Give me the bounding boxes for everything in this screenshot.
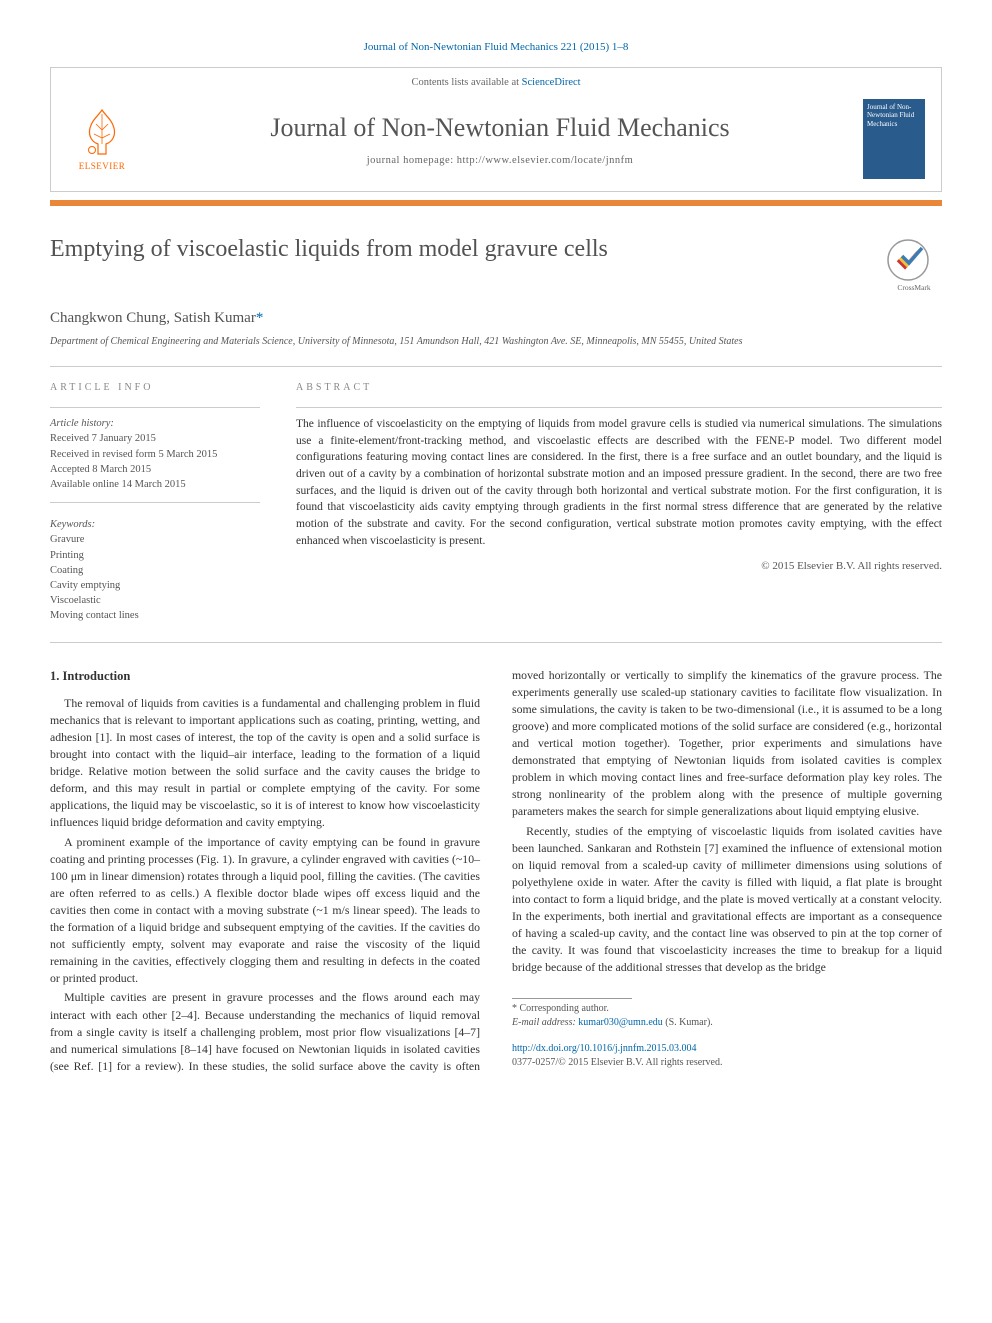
keyword: Coating [50, 563, 260, 578]
abstract-label: abstract [296, 381, 942, 395]
abstract-column: abstract The influence of viscoelasticit… [296, 381, 942, 624]
elsevier-logo: ELSEVIER [67, 100, 137, 178]
keywords-block: Keywords: Gravure Printing Coating Cavit… [50, 517, 260, 624]
date-accepted: Accepted 8 March 2015 [50, 462, 260, 477]
homepage-prefix: journal homepage: [367, 155, 457, 166]
running-citation: Journal of Non-Newtonian Fluid Mechanics… [50, 40, 942, 55]
body-paragraph: The removal of liquids from cavities is … [50, 695, 480, 832]
title-row: Emptying of viscoelastic liquids from mo… [50, 234, 942, 294]
article-title: Emptying of viscoelastic liquids from mo… [50, 234, 866, 264]
email-label: E-mail address: [512, 1017, 576, 1028]
author-list: Changkwon Chung, Satish Kumar* [50, 308, 942, 329]
crossmark-badge[interactable]: CrossMark [886, 238, 942, 294]
article-info-label: article info [50, 381, 260, 395]
sciencedirect-link[interactable]: ScienceDirect [522, 77, 581, 88]
keyword: Viscoelastic [50, 593, 260, 608]
doi-link[interactable]: http://dx.doi.org/10.1016/j.jnnfm.2015.0… [512, 1043, 697, 1054]
corresponding-author-footer: * Corresponding author. E-mail address: … [512, 998, 942, 1070]
elsevier-label: ELSEVIER [79, 160, 126, 173]
corr-author-label: * Corresponding author. [512, 1002, 942, 1016]
divider [50, 642, 942, 643]
divider [296, 407, 942, 408]
body-paragraph: A prominent example of the importance of… [50, 834, 480, 988]
history-heading: Article history: [50, 416, 260, 431]
article-history: Article history: Received 7 January 2015… [50, 416, 260, 492]
divider [50, 407, 260, 408]
email-link[interactable]: kumar030@umn.edu [578, 1017, 662, 1028]
keyword: Printing [50, 548, 260, 563]
article-info-column: article info Article history: Received 7… [50, 381, 260, 624]
date-online: Available online 14 March 2015 [50, 477, 260, 492]
email-name: (S. Kumar). [665, 1017, 713, 1028]
date-received: Received 7 January 2015 [50, 431, 260, 446]
keyword: Cavity emptying [50, 578, 260, 593]
issn-line: 0377-0257/© 2015 Elsevier B.V. All right… [512, 1056, 942, 1070]
date-revised: Received in revised form 5 March 2015 [50, 447, 260, 462]
orange-divider [50, 200, 942, 206]
homepage-link[interactable]: http://www.elsevier.com/locate/jnnfm [457, 155, 634, 166]
author-names: Changkwon Chung, Satish Kumar [50, 310, 256, 326]
keyword: Gravure [50, 532, 260, 547]
info-abstract-row: article info Article history: Received 7… [50, 367, 942, 642]
corresponding-marker: * [256, 310, 264, 326]
doi-line: http://dx.doi.org/10.1016/j.jnnfm.2015.0… [512, 1042, 942, 1056]
keywords-heading: Keywords: [50, 517, 260, 532]
elsevier-tree-icon [78, 106, 126, 158]
affiliation: Department of Chemical Engineering and M… [50, 335, 942, 348]
journal-name: Journal of Non-Newtonian Fluid Mechanics [137, 110, 863, 146]
journal-homepage-line: journal homepage: http://www.elsevier.co… [137, 154, 863, 169]
journal-cover-thumb: Journal of Non-Newtonian Fluid Mechanics [863, 99, 925, 179]
header-top-row: Contents lists available at ScienceDirec… [51, 68, 941, 95]
email-line: E-mail address: kumar030@umn.edu (S. Kum… [512, 1016, 942, 1030]
footnote-rule [512, 998, 632, 999]
body-paragraph: Recently, studies of the emptying of vis… [512, 823, 942, 977]
body-two-column: 1. Introduction The removal of liquids f… [50, 667, 942, 1075]
header-mid-row: ELSEVIER Journal of Non-Newtonian Fluid … [51, 95, 941, 191]
abstract-text: The influence of viscoelasticity on the … [296, 416, 942, 549]
abstract-copyright: © 2015 Elsevier B.V. All rights reserved… [296, 559, 942, 574]
keyword: Moving contact lines [50, 608, 260, 623]
divider [50, 502, 260, 503]
section-heading: 1. Introduction [50, 667, 480, 685]
journal-title-block: Journal of Non-Newtonian Fluid Mechanics… [137, 110, 863, 169]
contents-line: Contents lists available at ScienceDirec… [411, 76, 580, 91]
contents-prefix: Contents lists available at [411, 77, 521, 88]
svg-text:CrossMark: CrossMark [897, 283, 931, 292]
journal-header-box: Contents lists available at ScienceDirec… [50, 67, 942, 192]
